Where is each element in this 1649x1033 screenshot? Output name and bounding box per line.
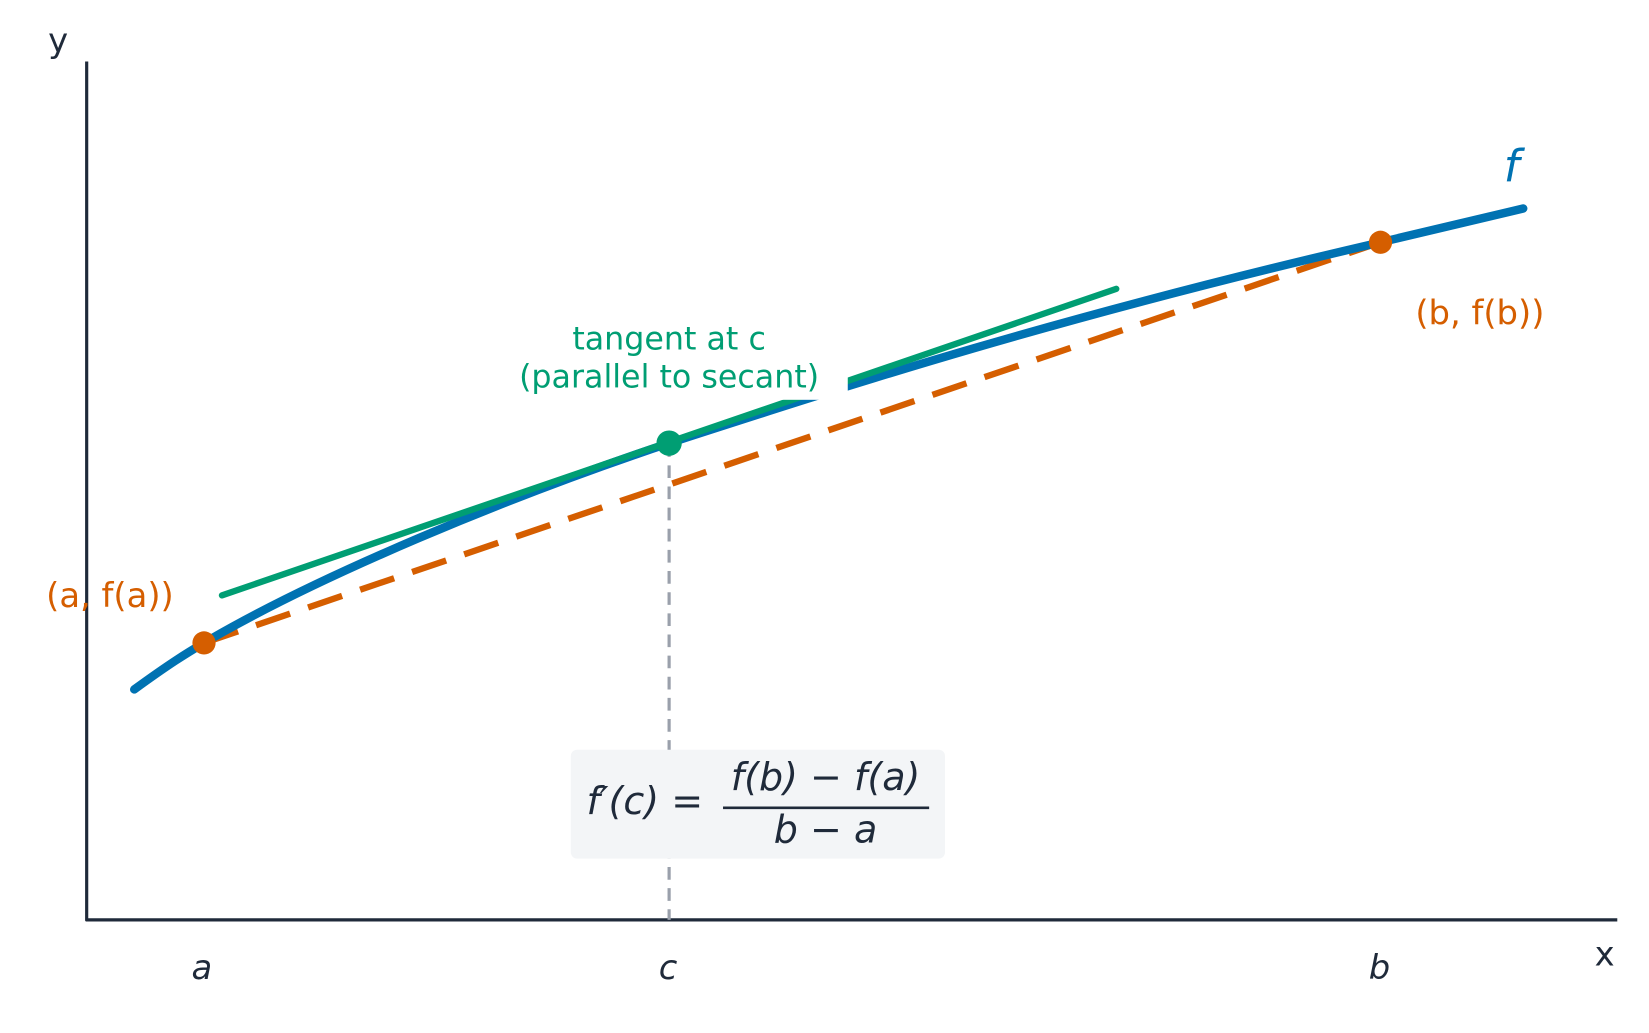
point-label: (b, f(b)) <box>1415 294 1544 333</box>
formula-lhs: f′(c) = <box>586 779 703 823</box>
label-background <box>494 317 848 400</box>
point-c <box>656 430 682 456</box>
formula-numerator: f(b) − f(a) <box>731 755 921 799</box>
point-b <box>1368 230 1393 254</box>
point-a <box>192 631 216 655</box>
secant-line <box>202 239 1382 646</box>
x-tick-label: a <box>192 948 213 987</box>
curve-label: f <box>1504 141 1526 192</box>
formula-denominator: b − a <box>774 808 878 852</box>
x-tick-label: c <box>659 948 678 987</box>
tangent-label: (parallel to secant) <box>519 360 819 396</box>
x-tick-label: b <box>1369 948 1390 987</box>
curve-f <box>130 204 1528 694</box>
y-axis-label: y <box>48 21 68 60</box>
tangent-label: tangent at c <box>572 322 766 358</box>
formula-box <box>570 749 946 859</box>
point-label: (a, f(a)) <box>46 576 174 615</box>
x-axis-label: x <box>1595 934 1615 973</box>
